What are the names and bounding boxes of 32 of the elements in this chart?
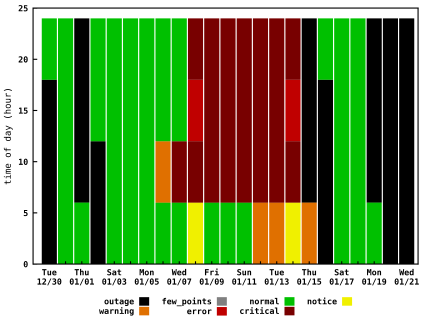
x-tick-label: Sun 01/11 [232, 269, 256, 286]
bar [188, 202, 204, 264]
bar [188, 80, 204, 142]
y-tick-label: 5 [24, 210, 28, 216]
x-tick-label: Mon 01/19 [362, 269, 386, 286]
y-axis-title: time of day (hour) [4, 89, 13, 184]
legend-label: normal [250, 298, 279, 304]
x-tick-label: Thu 01/15 [297, 268, 322, 286]
y-tick-label: 20 [18, 56, 28, 63]
x-tick-label: Mon 01/05 [134, 269, 159, 286]
y-tick-label: 0 [24, 261, 28, 268]
bar [285, 202, 301, 264]
legend-label: notice [308, 297, 337, 304]
x-tick-label: Fri 01/09 [200, 268, 224, 286]
y-tick-label: 10 [18, 158, 28, 165]
x-tick-label: Wed 01/07 [167, 268, 192, 286]
legend-label: critical [240, 307, 279, 314]
x-tick-label: Sat 01/17 [330, 269, 354, 286]
x-tick-label: Thu 01/01 [70, 268, 94, 286]
legend-label: outage [104, 298, 134, 306]
x-tick-label: Tue 01/13 [264, 269, 289, 286]
y-tick-label: 15 [18, 108, 28, 114]
bar [285, 80, 301, 142]
bar [155, 141, 171, 203]
legend-label: few_points [162, 297, 212, 306]
legend-label: error [187, 309, 212, 314]
y-tick-label: 25 [18, 5, 28, 12]
x-tick-label: Wed 01/21 [394, 268, 419, 286]
bar [302, 202, 317, 264]
legend-label: warning [99, 307, 134, 316]
x-tick-label: Sat 01/03 [102, 269, 126, 286]
x-tick-label: Tue 12/30 [38, 269, 62, 286]
